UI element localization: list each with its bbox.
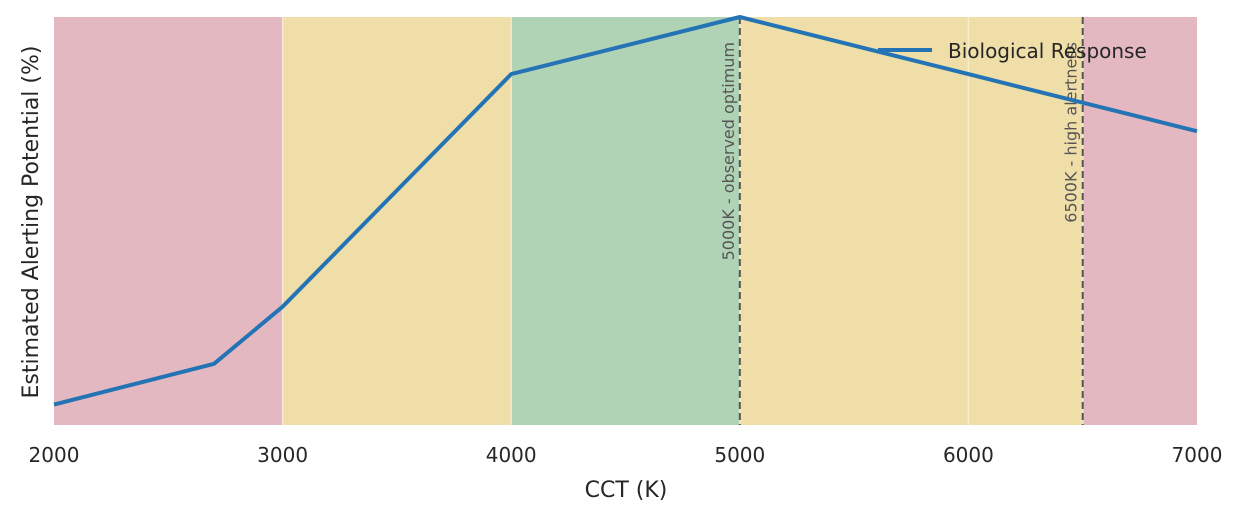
x-tick-label: 5000: [714, 443, 765, 467]
band-5000-6000: [739, 17, 969, 425]
series-line-biological-response: [53, 15, 1198, 407]
legend: Biological Response: [878, 39, 1147, 63]
background-bands: [54, 17, 1197, 425]
x-tick-label: 3000: [257, 443, 308, 467]
band-3000-4000: [282, 17, 512, 425]
x-tick-label: 7000: [1172, 443, 1223, 467]
legend-label-biological-response: Biological Response: [948, 39, 1147, 63]
x-tick-labels: 2000 3000 4000 5000 6000 7000: [29, 443, 1223, 467]
x-tick-label: 6000: [943, 443, 994, 467]
band-4000-5000: [511, 17, 740, 425]
reference-label-6500: 6500K - high alertness: [1062, 42, 1081, 223]
y-axis-label: Estimated Alerting Potential (%): [19, 46, 44, 399]
x-tick-label: 4000: [486, 443, 537, 467]
reference-lines: 5000K - observed optimum 6500K - high ale…: [719, 17, 1084, 425]
band-6000-6500: [968, 17, 1083, 425]
band-2000-3000: [54, 17, 283, 425]
series-group: [53, 15, 1198, 407]
x-axis-label: CCT (K): [585, 478, 668, 503]
band-6500-7000: [1082, 17, 1197, 425]
x-tick-label: 2000: [29, 443, 80, 467]
reference-label-5000: 5000K - observed optimum: [719, 42, 738, 260]
